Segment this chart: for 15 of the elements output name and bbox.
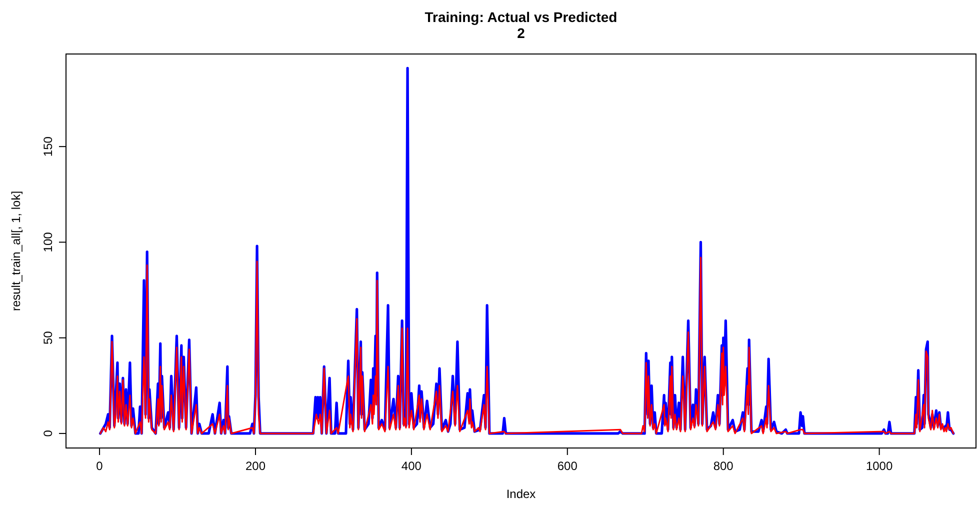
x-tick-label: 1000	[866, 459, 893, 473]
x-tick-label: 400	[401, 459, 422, 473]
y-tick-label: 150	[41, 136, 55, 157]
y-axis-title: result_train_all[, 1, lok]	[9, 190, 23, 312]
x-axis-title: Index	[506, 487, 536, 501]
x-tick-label: 200	[245, 459, 266, 473]
line-series	[100, 256, 954, 434]
y-tick-label: 50	[41, 330, 55, 345]
x-tick-label: 600	[557, 459, 578, 473]
y-tick-label: 0	[41, 430, 55, 437]
x-tick-label: 800	[713, 459, 734, 473]
chart-subtitle: 2	[517, 25, 526, 41]
x-tick-label: 0	[96, 459, 104, 473]
chart-title: Training: Actual vs Predicted	[424, 9, 618, 25]
y-tick-label: 100	[41, 232, 55, 252]
